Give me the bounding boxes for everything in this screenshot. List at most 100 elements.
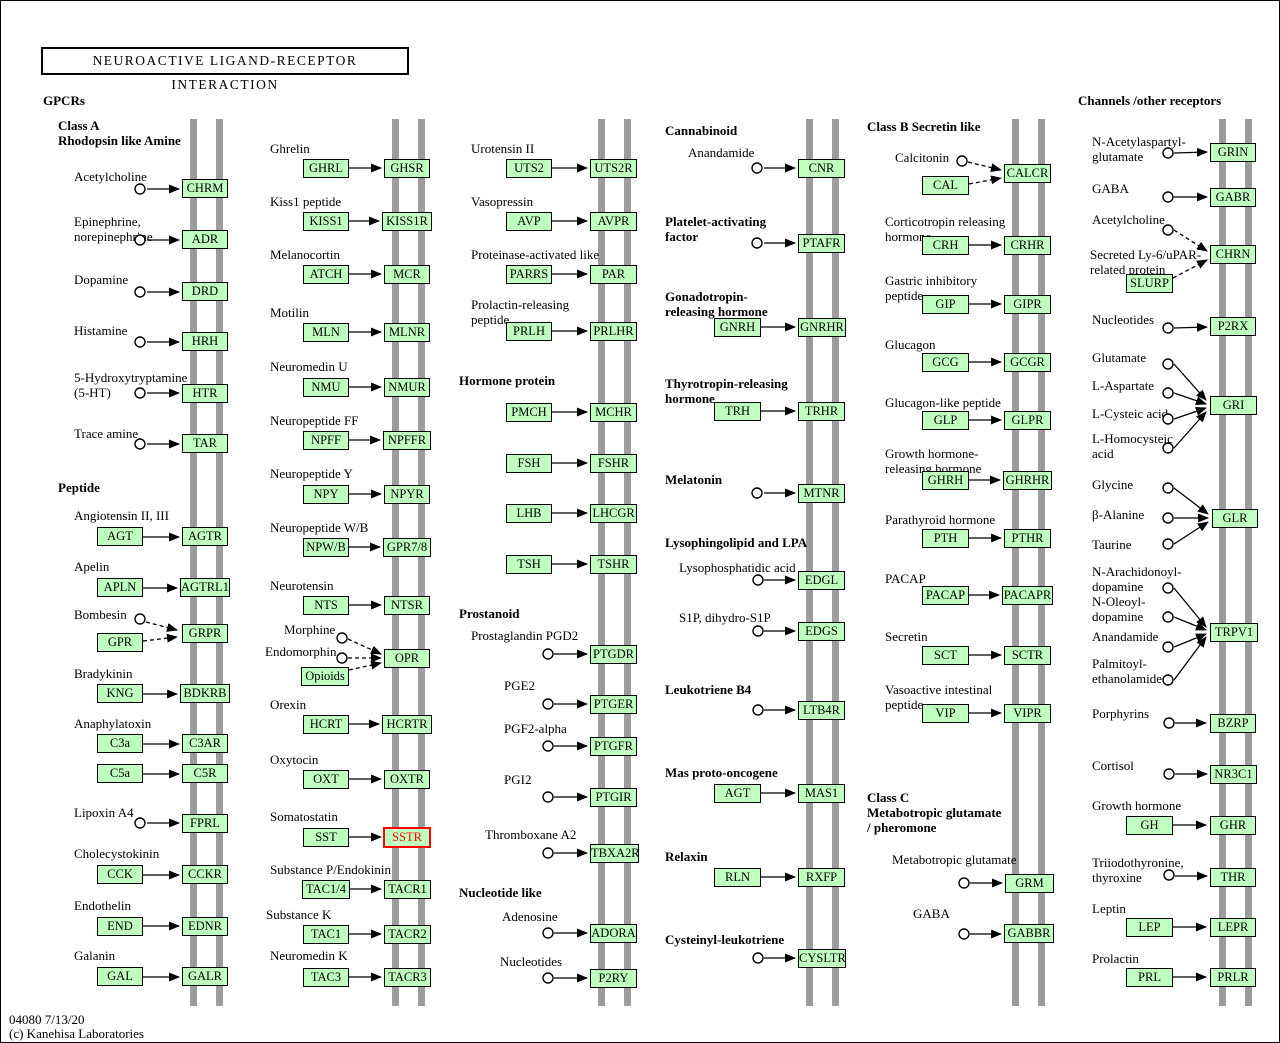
- compound-circle[interactable]: [751, 162, 763, 174]
- gene-box-nr3c1[interactable]: NR3C1: [1210, 765, 1257, 784]
- compound-circle[interactable]: [751, 487, 763, 499]
- compound-circle[interactable]: [1162, 224, 1174, 236]
- compound-circle[interactable]: [542, 847, 554, 859]
- gene-box-pthr[interactable]: PTHR: [1004, 529, 1051, 548]
- gene-box-crh[interactable]: CRH: [922, 236, 969, 255]
- gene-box-ltb4r[interactable]: LTB4R: [798, 701, 845, 720]
- compound-circle[interactable]: [1162, 147, 1174, 159]
- compound-circle[interactable]: [134, 286, 146, 298]
- compound-circle[interactable]: [1162, 611, 1174, 623]
- gene-box-avpr[interactable]: AVPR: [590, 212, 637, 231]
- gene-box-ptgfr[interactable]: PTGFR: [590, 737, 637, 756]
- gene-box-chrn[interactable]: CHRN: [1210, 245, 1256, 264]
- gene-box-apln[interactable]: APLN: [97, 578, 143, 597]
- gene-box-chrm[interactable]: CHRM: [182, 179, 228, 198]
- compound-circle[interactable]: [752, 625, 764, 637]
- compound-circle[interactable]: [542, 972, 554, 984]
- compound-circle[interactable]: [1163, 768, 1175, 780]
- compound-circle[interactable]: [752, 952, 764, 964]
- gene-box-bdkrb[interactable]: BDKRB: [180, 684, 230, 703]
- gene-box-grm[interactable]: GRM: [1005, 874, 1054, 893]
- gene-box-cnr[interactable]: CNR: [798, 159, 845, 178]
- gene-box-tsh[interactable]: TSH: [506, 555, 552, 574]
- gene-box-pacapr[interactable]: PACAPR: [1002, 586, 1053, 605]
- gene-box-trhr[interactable]: TRHR: [798, 402, 845, 421]
- gene-box-ednr[interactable]: EDNR: [182, 917, 228, 936]
- gene-box-mlnr[interactable]: MLNR: [384, 323, 430, 342]
- gene-box-uts2[interactable]: UTS2: [506, 159, 552, 178]
- gene-box-ghrh[interactable]: GHRH: [922, 471, 969, 490]
- gene-box-cckr[interactable]: CCKR: [182, 865, 228, 884]
- gene-box-rxfp[interactable]: RXFP: [798, 868, 845, 887]
- pathway-title-box[interactable]: NEUROACTIVE LIGAND-RECEPTOR INTERACTION: [41, 47, 409, 92]
- compound-circle[interactable]: [542, 791, 554, 803]
- gene-box-end[interactable]: END: [97, 917, 143, 936]
- gene-box-ghsr[interactable]: GHSR: [384, 159, 430, 178]
- gene-box-pth[interactable]: PTH: [922, 529, 969, 548]
- gene-box-par[interactable]: PAR: [590, 265, 637, 284]
- gene-box-gal[interactable]: GAL: [97, 967, 143, 986]
- compound-circle[interactable]: [134, 336, 146, 348]
- gene-box-npff[interactable]: NPFF: [303, 431, 349, 450]
- gene-box-tshr[interactable]: TSHR: [590, 555, 637, 574]
- gene-box-grpr[interactable]: GRPR: [182, 624, 228, 643]
- gene-box-vip[interactable]: VIP: [922, 704, 969, 723]
- gene-box-fshr[interactable]: FSHR: [590, 454, 637, 473]
- compound-circle[interactable]: [1162, 413, 1174, 425]
- compound-circle[interactable]: [751, 237, 763, 249]
- gene-box-fprl[interactable]: FPRL: [182, 814, 228, 833]
- gene-box-edgs[interactable]: EDGS: [798, 622, 845, 641]
- gene-box-c5a[interactable]: C5a: [97, 764, 143, 783]
- gene-box-agt[interactable]: AGT: [97, 527, 143, 546]
- gene-box-mln[interactable]: MLN: [303, 323, 349, 342]
- compound-circle[interactable]: [956, 155, 968, 167]
- gene-box-vipr[interactable]: VIPR: [1004, 704, 1051, 723]
- gene-box-tacr1[interactable]: TACR1: [384, 880, 431, 899]
- gene-box-npyr[interactable]: NPYR: [384, 485, 430, 504]
- gene-box-ntsr[interactable]: NTSR: [384, 596, 430, 615]
- gene-box-tar[interactable]: TAR: [182, 434, 228, 453]
- compound-circle[interactable]: [1162, 358, 1174, 370]
- gene-box-thr[interactable]: THR: [1210, 868, 1256, 887]
- gene-box-agtr[interactable]: AGTR: [182, 527, 228, 546]
- compound-circle[interactable]: [542, 927, 554, 939]
- gene-box-gcgr[interactable]: GCGR: [1004, 353, 1051, 372]
- gene-box-opioids[interactable]: Opioids: [301, 667, 349, 686]
- gene-box-prlhr[interactable]: PRLHR: [590, 322, 637, 341]
- gene-box-bzrp[interactable]: BZRP: [1210, 714, 1256, 733]
- gene-box-gabr[interactable]: GABR: [1210, 188, 1256, 207]
- gene-box-nmu[interactable]: NMU: [303, 378, 349, 397]
- gene-box-prlh[interactable]: PRLH: [506, 322, 552, 341]
- gene-box-gnrhr[interactable]: GNRHR: [798, 318, 846, 337]
- gene-box-glp[interactable]: GLP: [922, 411, 969, 430]
- gene-box-tac3[interactable]: TAC3: [303, 968, 349, 987]
- gene-box-oxt[interactable]: OXT: [303, 770, 349, 789]
- gene-box-tacr3[interactable]: TACR3: [384, 968, 431, 987]
- gene-box-glpr[interactable]: GLPR: [1004, 411, 1051, 430]
- compound-circle[interactable]: [958, 877, 970, 889]
- compound-circle[interactable]: [1162, 538, 1174, 550]
- gene-box-cysltr[interactable]: CYSLTR: [798, 949, 846, 968]
- gene-box-htr[interactable]: HTR: [182, 384, 228, 403]
- compound-circle[interactable]: [1162, 387, 1174, 399]
- gene-box-c3ar[interactable]: C3AR: [182, 734, 228, 753]
- gene-box-drd[interactable]: DRD: [182, 282, 228, 301]
- gene-box-kiss1[interactable]: KISS1: [303, 212, 349, 231]
- gene-box-prl[interactable]: PRL: [1126, 968, 1173, 987]
- compound-circle[interactable]: [542, 740, 554, 752]
- gene-box-trpv1[interactable]: TRPV1: [1210, 623, 1258, 642]
- gene-box-gcg[interactable]: GCG: [922, 353, 969, 372]
- gene-box-gpr[interactable]: GPR: [97, 633, 143, 652]
- compound-circle[interactable]: [1162, 482, 1174, 494]
- gene-box-gri[interactable]: GRI: [1210, 396, 1257, 415]
- gene-box-calcr[interactable]: CALCR: [1004, 164, 1051, 183]
- gene-box-gipr[interactable]: GIPR: [1004, 295, 1051, 314]
- compound-circle[interactable]: [752, 704, 764, 716]
- gene-box-adora[interactable]: ADORA: [590, 924, 637, 943]
- gene-box-adr[interactable]: ADR: [182, 230, 228, 249]
- compound-circle[interactable]: [1162, 322, 1174, 334]
- gene-box-npffr[interactable]: NPFFR: [383, 431, 431, 450]
- gene-box-c3a[interactable]: C3a: [97, 734, 143, 753]
- gene-box-pmch[interactable]: PMCH: [506, 403, 552, 422]
- gene-box-ghr[interactable]: GHR: [1210, 816, 1256, 835]
